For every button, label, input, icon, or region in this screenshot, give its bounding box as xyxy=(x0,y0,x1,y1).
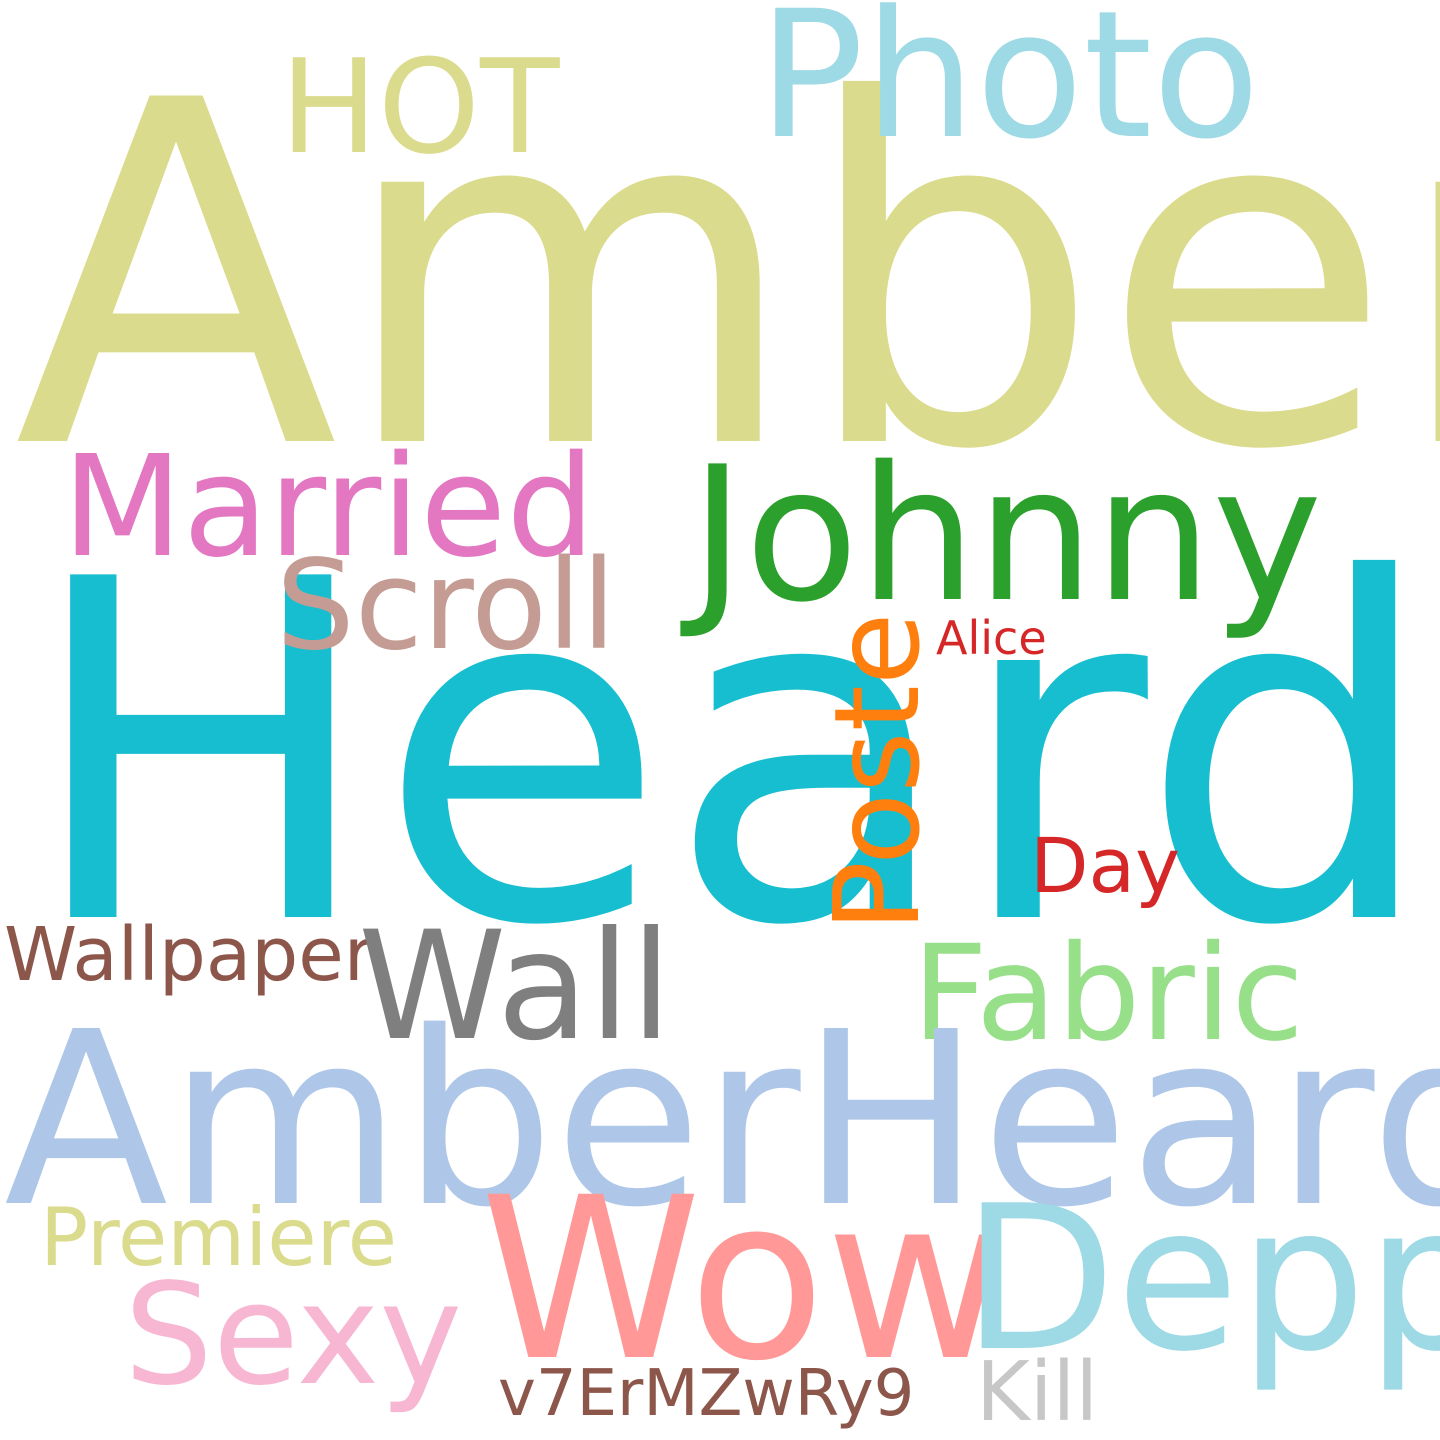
word-wow: Wow xyxy=(480,1149,1009,1410)
word-day: Day xyxy=(1030,821,1181,910)
word-johnny: Johnny xyxy=(690,426,1323,643)
word-alice: Alice xyxy=(936,611,1047,665)
word-amberheard: AmberHeard xyxy=(4,980,1440,1260)
word-v7ermzwry9: v7ErMZwRy9 xyxy=(498,1357,915,1431)
word-kill: Kill xyxy=(976,1345,1099,1440)
word-amber: Amber xyxy=(14,1,1440,553)
word-wall: Wall xyxy=(358,900,672,1074)
word-sexy: Sexy xyxy=(124,1254,463,1417)
word-heard: Heard xyxy=(24,481,1438,1028)
word-married: Married xyxy=(62,426,596,589)
word-hot: HOT xyxy=(280,31,560,183)
word-scroll: Scroll xyxy=(276,534,616,678)
word-photo: Photo xyxy=(758,0,1261,178)
word-depp: Depp xyxy=(962,1163,1440,1396)
word-fabric: Fabric xyxy=(912,917,1305,1071)
word-poster: Poste xyxy=(808,612,946,933)
word-wallpaper: Wallpaper xyxy=(4,912,375,998)
word-premiere: Premiere xyxy=(40,1191,397,1284)
